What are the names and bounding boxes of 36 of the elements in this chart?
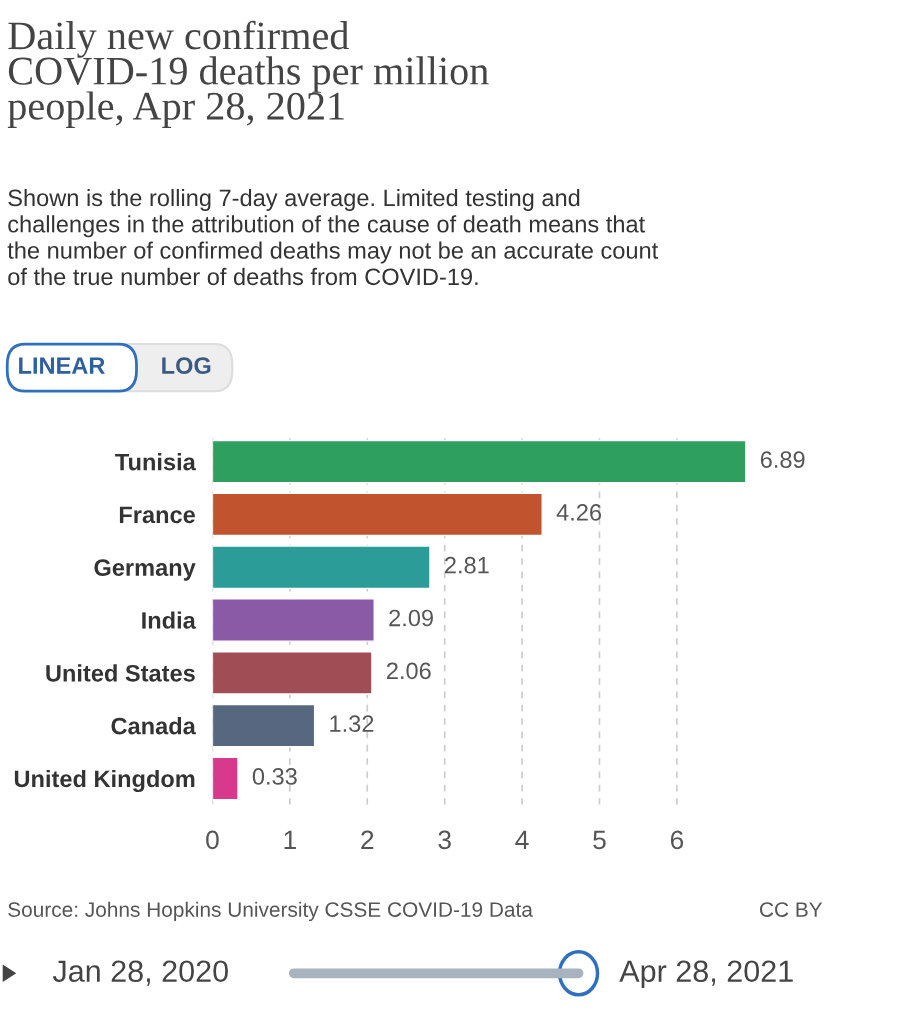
y-tick-label: United States bbox=[46, 664, 195, 682]
text: CC BY bbox=[760, 902, 823, 917]
text: LINEAR bbox=[19, 357, 105, 374]
data-label: 4.26 bbox=[556, 504, 602, 521]
data-label: 2.81 bbox=[445, 556, 489, 574]
bar bbox=[212, 651, 373, 695]
text: LOG bbox=[162, 357, 211, 374]
bar bbox=[212, 492, 543, 537]
data-label: 2.06 bbox=[386, 662, 431, 680]
data-label: 1.32 bbox=[330, 715, 374, 732]
y-tick-label: India bbox=[142, 611, 196, 629]
bar bbox=[212, 545, 431, 590]
bar bbox=[212, 703, 316, 748]
y-tick-label: Tunisia bbox=[115, 453, 196, 471]
data-label: 2.09 bbox=[389, 609, 433, 627]
bar bbox=[212, 439, 746, 484]
y-tick-label: France bbox=[119, 506, 195, 524]
x-tick-label: 4 bbox=[515, 830, 529, 849]
x-tick-label: 1 bbox=[284, 830, 296, 849]
text: Jan 28, 2020 bbox=[52, 960, 228, 986]
x-tick-label: 5 bbox=[593, 830, 606, 850]
data-label: 6.89 bbox=[760, 451, 805, 468]
y-tick-label: Germany bbox=[94, 559, 196, 581]
bar bbox=[212, 598, 375, 642]
x-tick-label: 0 bbox=[206, 830, 219, 850]
chart-title: Daily new confirmed COVID-19 deaths per million people, Apr 28, 2021 bbox=[7, 20, 489, 128]
text: Apr 28, 2021 bbox=[619, 960, 793, 989]
chart-subtitle: Shown is the rolling 7-day average. Limited testing and challenges in the attribution of the cause of death means that the number of confirmed deaths may not be an accurate count of the true number of deaths from COVID-19. bbox=[7, 188, 659, 286]
x-tick-label: 2 bbox=[361, 830, 374, 849]
y-tick-label: Canada bbox=[111, 717, 196, 735]
x-tick-label: 6 bbox=[670, 830, 684, 850]
source-note: Source: Johns Hopkins University CSSE COVID-19 Data bbox=[8, 901, 533, 922]
data-label: 0.33 bbox=[252, 768, 297, 785]
y-tick-label: United Kingdom bbox=[14, 769, 195, 793]
x-tick-label: 3 bbox=[438, 830, 451, 850]
bar bbox=[212, 756, 239, 801]
